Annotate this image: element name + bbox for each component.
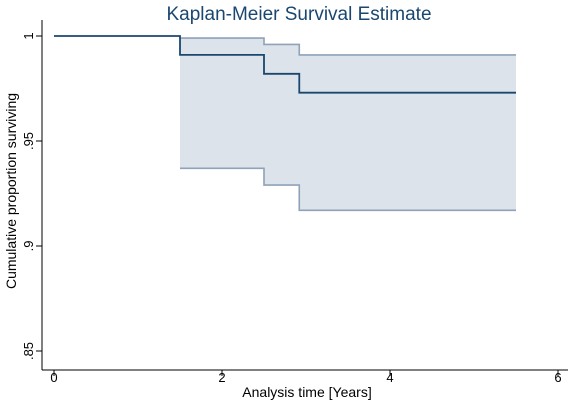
y-axis-ticks: .85 .9 .95 1 xyxy=(21,32,42,360)
y-tick-label: .9 xyxy=(21,241,36,252)
x-tick-label: 6 xyxy=(554,370,561,385)
chart-title: Kaplan-Meier Survival Estimate xyxy=(166,4,431,25)
x-tick-label: 2 xyxy=(218,370,225,385)
x-tick-label: 0 xyxy=(50,370,57,385)
x-tick-label: 4 xyxy=(386,370,393,385)
y-tick-label: .95 xyxy=(21,132,36,150)
x-axis-ticks: 0 2 4 6 xyxy=(50,370,562,385)
survival-curves xyxy=(54,35,516,212)
upper-ci-line xyxy=(180,37,516,56)
confidence-band xyxy=(180,38,516,211)
survival-estimate-line xyxy=(54,35,516,94)
y-axis-label: Cumulative proportion surviving xyxy=(3,93,19,289)
y-tick-label: 1 xyxy=(21,32,36,39)
ci-band-fill xyxy=(180,38,516,211)
lower-ci-line xyxy=(180,167,516,212)
x-axis-label: Analysis time [Years] xyxy=(242,384,371,400)
y-tick-label: .85 xyxy=(21,342,36,360)
